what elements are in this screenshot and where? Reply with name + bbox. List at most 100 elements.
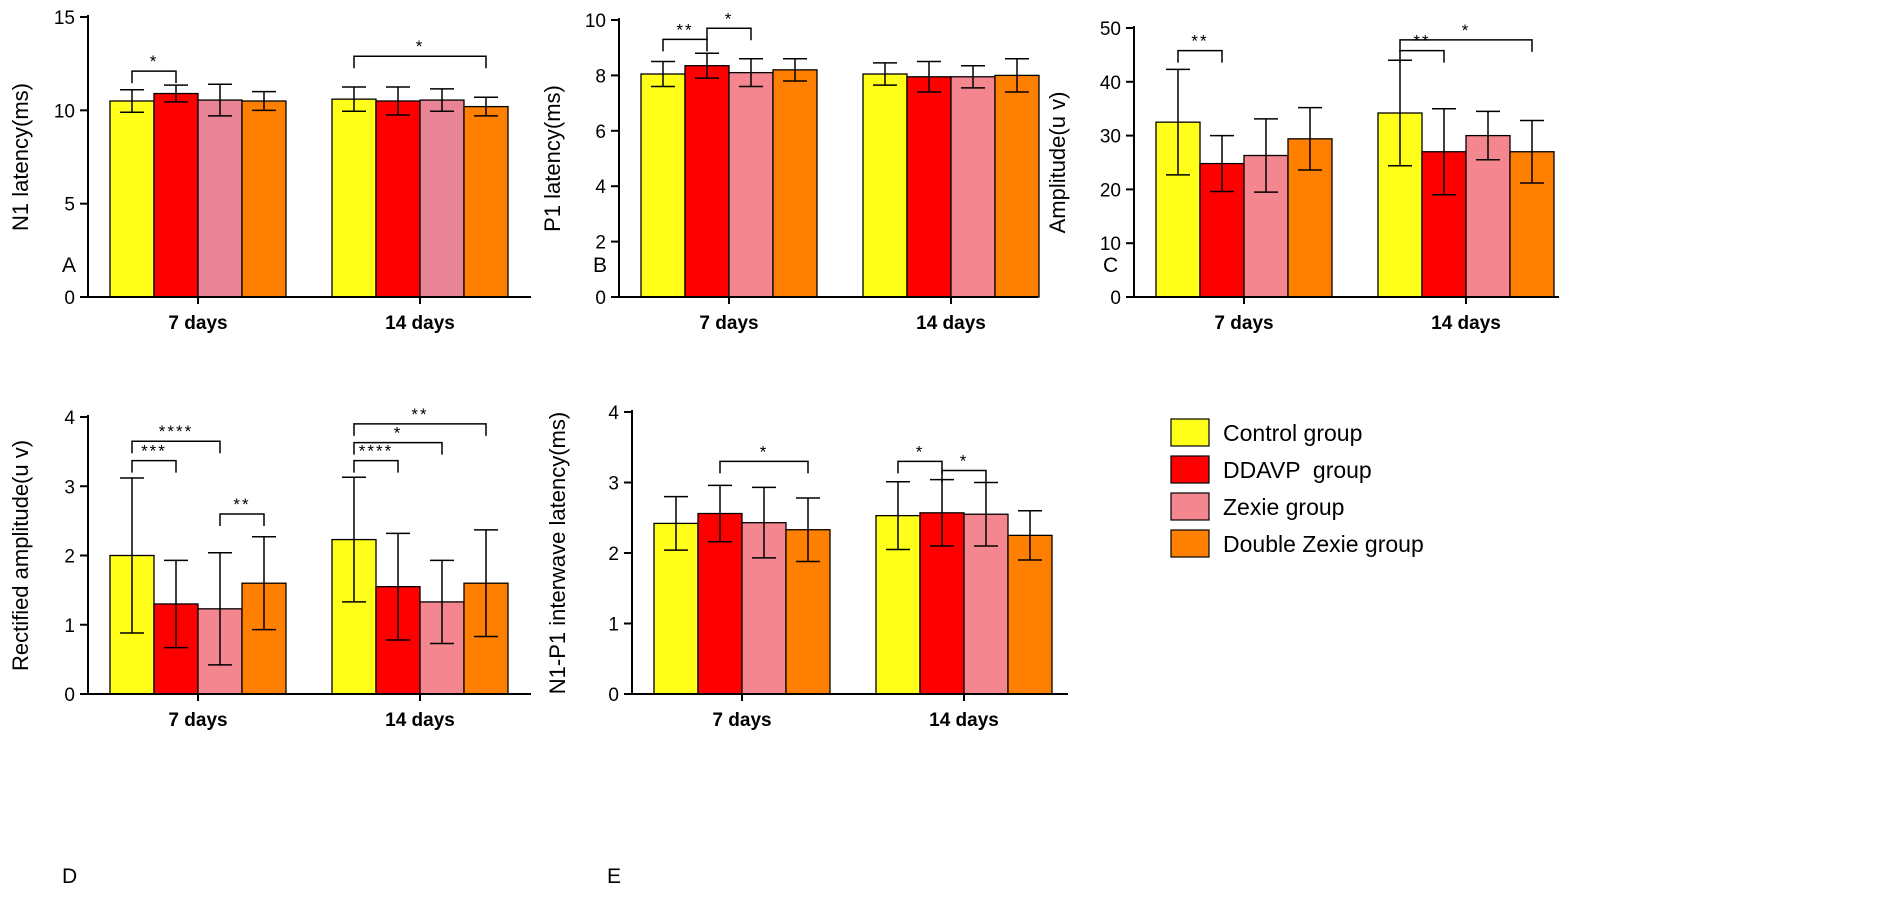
bar [862,73,908,298]
panel-letter: C [1103,254,1118,277]
bar [728,71,774,298]
y-tick-label: 4 [608,403,619,424]
legend-label-zexie: Zexie group [1223,494,1344,520]
x-tick-label: 14 days [916,313,986,334]
panel-d: 0 1 2 3 4 7 days 14 days Rectified amplitude(u … [8,405,531,888]
significance-label: ** [1413,32,1430,51]
bar [772,69,818,298]
bar [109,100,155,298]
y-axis-label: Amplitude(u v) [1045,92,1070,234]
y-tick-label: 30 [1100,127,1121,148]
bar [1287,138,1333,298]
legend: Control group DDAVP group Zexie group Do… [1170,418,1424,558]
x-tick-label: 7 days [712,710,771,731]
significance-label: * [394,424,403,443]
x-tick-label: 7 days [1214,313,1273,334]
legend-label-control: Control group [1223,420,1362,446]
panel-e: 0 1 2 3 4 7 days 14 days N1-P1 interwave latenc… [545,403,1068,888]
y-tick-label: 4 [64,408,75,429]
y-tick-label: 0 [608,685,619,706]
significance-label: * [725,9,734,28]
significance-label: *** [141,442,167,461]
bar [640,73,686,298]
significance-label: ** [676,20,693,39]
x-tick-label: 14 days [1431,313,1501,334]
significance-bracket [353,459,399,473]
significance-label: ** [411,405,428,424]
x-tick-label: 7 days [168,313,227,334]
y-tick-label: 40 [1100,73,1121,94]
x-tick-label: 7 days [699,313,758,334]
y-tick-label: 6 [595,122,606,143]
bar [684,65,730,298]
bar [1465,134,1511,298]
bar [153,92,199,298]
y-tick-label: 8 [595,66,606,87]
significance-bracket [719,460,809,474]
y-tick-label: 1 [608,615,619,636]
y-tick-label: 10 [1100,234,1121,255]
y-tick-label: 2 [64,547,75,568]
y-axis-label: N1 latency(ms) [8,83,33,231]
significance-label: ** [1191,32,1208,51]
bar [1007,534,1053,695]
significance-label: **** [159,422,193,441]
significance-bracket [219,513,265,526]
bar [241,100,287,298]
significance-bracket [131,70,177,84]
panel-letter: D [62,865,77,888]
x-tick-label: 14 days [385,313,455,334]
significance-label: * [416,37,425,56]
bar [994,74,1040,298]
significance-bracket [941,469,987,483]
y-tick-label: 15 [54,8,75,29]
bar [197,99,243,298]
significance-bracket [353,441,443,455]
significance-bracket [1177,49,1223,63]
y-tick-label: 0 [64,288,75,309]
y-tick-label: 50 [1100,19,1121,40]
bar [653,522,699,695]
y-axis-label: P1 latency(ms) [540,85,565,232]
legend-swatch-zexie [1170,492,1210,521]
legend-swatch-double-zexie [1170,529,1210,558]
y-tick-label: 10 [54,101,75,122]
x-tick-label: 14 days [385,710,455,731]
bar [419,99,465,298]
panel-c: 0 10 20 30 40 50 7 days 14 days Amplitude(u v) C *… [1045,19,1559,334]
y-tick-label: 3 [608,474,619,495]
significance-bracket [897,460,943,474]
significance-bracket [662,38,708,52]
y-tick-label: 20 [1100,180,1121,201]
significance-label: **** [359,442,393,461]
legend-label-double-zexie: Double Zexie group [1223,531,1424,557]
y-tick-label: 10 [585,11,606,32]
y-tick-label: 0 [1110,288,1121,309]
significance-bracket [353,423,487,436]
y-tick-label: 2 [608,544,619,565]
significance-bracket [131,440,221,454]
significance-label: * [960,452,969,471]
y-tick-label: 4 [595,177,606,198]
significance-label: ** [233,495,250,514]
y-tick-label: 5 [64,195,75,216]
y-tick-label: 1 [64,616,75,637]
bar [331,98,377,298]
y-tick-label: 0 [595,288,606,309]
panel-letter: A [62,254,76,277]
significance-label: * [150,52,159,71]
x-tick-label: 14 days [929,710,999,731]
significance-label: * [916,442,925,461]
significance-bracket [353,55,487,69]
significance-bracket [131,459,177,473]
y-tick-label: 2 [595,233,606,254]
x-tick-label: 7 days [168,710,227,731]
panel-a: 0 5 10 15 7 days 14 days N1 latency(ms) A * * [8,8,531,334]
y-axis-label: N1-P1 interwave latency(ms) [545,412,570,694]
legend-swatch-ddavp [1170,455,1210,484]
bar [375,100,421,298]
legend-label-ddavp: DDAVP group [1223,457,1372,483]
y-tick-label: 0 [64,685,75,706]
